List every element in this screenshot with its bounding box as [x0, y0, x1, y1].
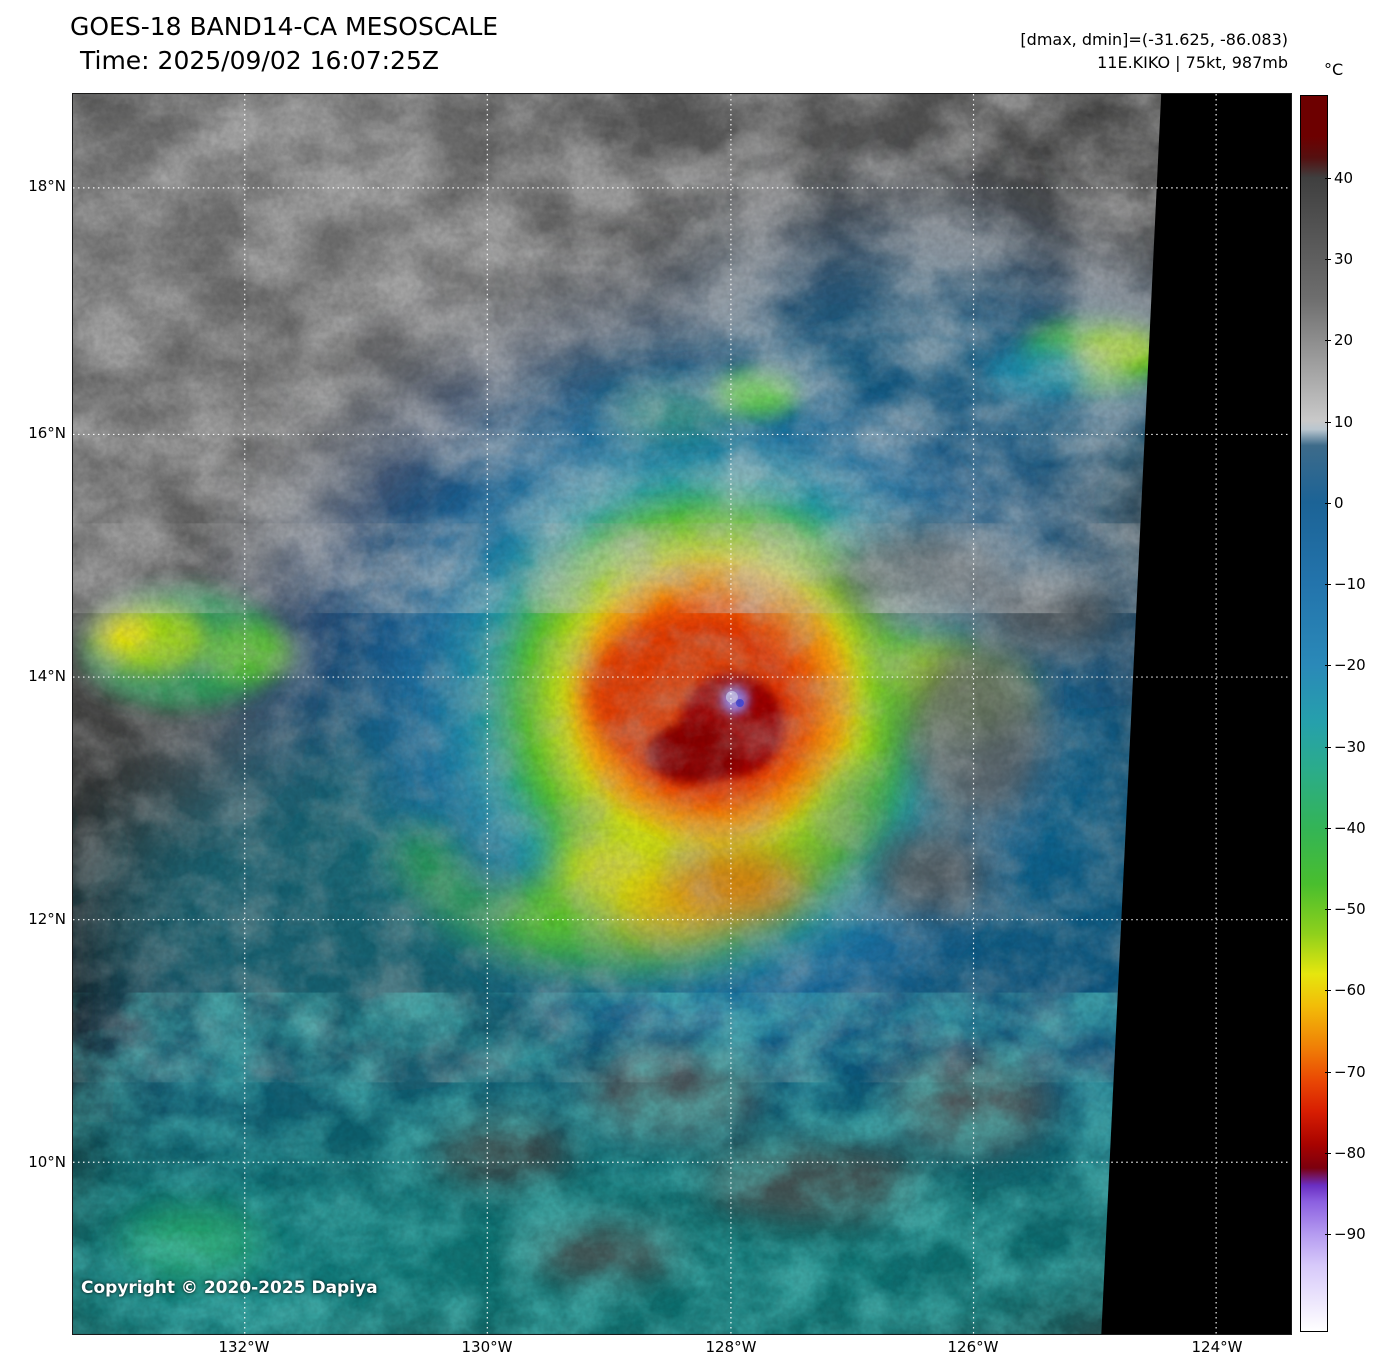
page-title: GOES-18 BAND14-CA MESOSCALE	[70, 12, 499, 41]
lat-axis-label-16n: 16°N	[28, 424, 66, 442]
texture-grain	[73, 94, 1162, 1334]
data-region	[73, 94, 1162, 1334]
lon-axis-label-128w: 128°W	[705, 1338, 757, 1356]
colorbar-tick-label: 40	[1324, 169, 1354, 187]
colorbar-tick-label: −40	[1325, 819, 1366, 837]
colorbar-tick-label: −10	[1325, 575, 1366, 593]
copyright-text: Copyright © 2020-2025 Dapiya	[81, 1278, 378, 1298]
colorbar-gradient	[1300, 95, 1328, 1332]
lat-axis-label-14n: 14°N	[28, 667, 66, 685]
colorbar-tick-label: −80	[1325, 1144, 1366, 1162]
lat-axis-label-12n: 12°N	[28, 910, 66, 928]
colorbar-tick-label: 10	[1324, 413, 1354, 431]
lon-axis-label-132w: 132°W	[218, 1338, 270, 1356]
satellite-image	[73, 94, 1291, 1334]
colorbar-tick-label: −90	[1325, 1225, 1366, 1243]
colorbar-tick-label: 30	[1324, 250, 1354, 268]
colorbar-unit-label: °C	[1324, 60, 1344, 79]
lat-axis-label-18n: 18°N	[28, 177, 66, 195]
colorbar-tick-label: −70	[1325, 1063, 1366, 1081]
lon-axis-label-126w: 126°W	[947, 1338, 999, 1356]
dmax-dmin-readout: [dmax, dmin]=(-31.625, -86.083)	[1020, 30, 1288, 49]
colorbar-tick-label: −60	[1325, 981, 1366, 999]
storm-readout: 11E.KIKO | 75kt, 987mb	[1097, 53, 1288, 72]
lon-axis-label-124w: 124°W	[1191, 1338, 1243, 1356]
gridlines	[73, 94, 1291, 1334]
colorbar-tick-label: 0	[1325, 494, 1344, 512]
colorbar-tick-label: −20	[1325, 656, 1366, 674]
colorbar-tick-label: 20	[1324, 331, 1354, 349]
colorbar-tick-label: −30	[1325, 738, 1366, 756]
colorbar-tick-label: −50	[1325, 900, 1366, 918]
lon-axis-label-130w: 130°W	[461, 1338, 513, 1356]
satellite-plot: Copyright © 2020-2025 Dapiya	[72, 93, 1292, 1335]
timestamp-label: Time: 2025/09/02 16:07:25Z	[80, 46, 439, 75]
lat-axis-label-10n: 10°N	[28, 1153, 66, 1171]
